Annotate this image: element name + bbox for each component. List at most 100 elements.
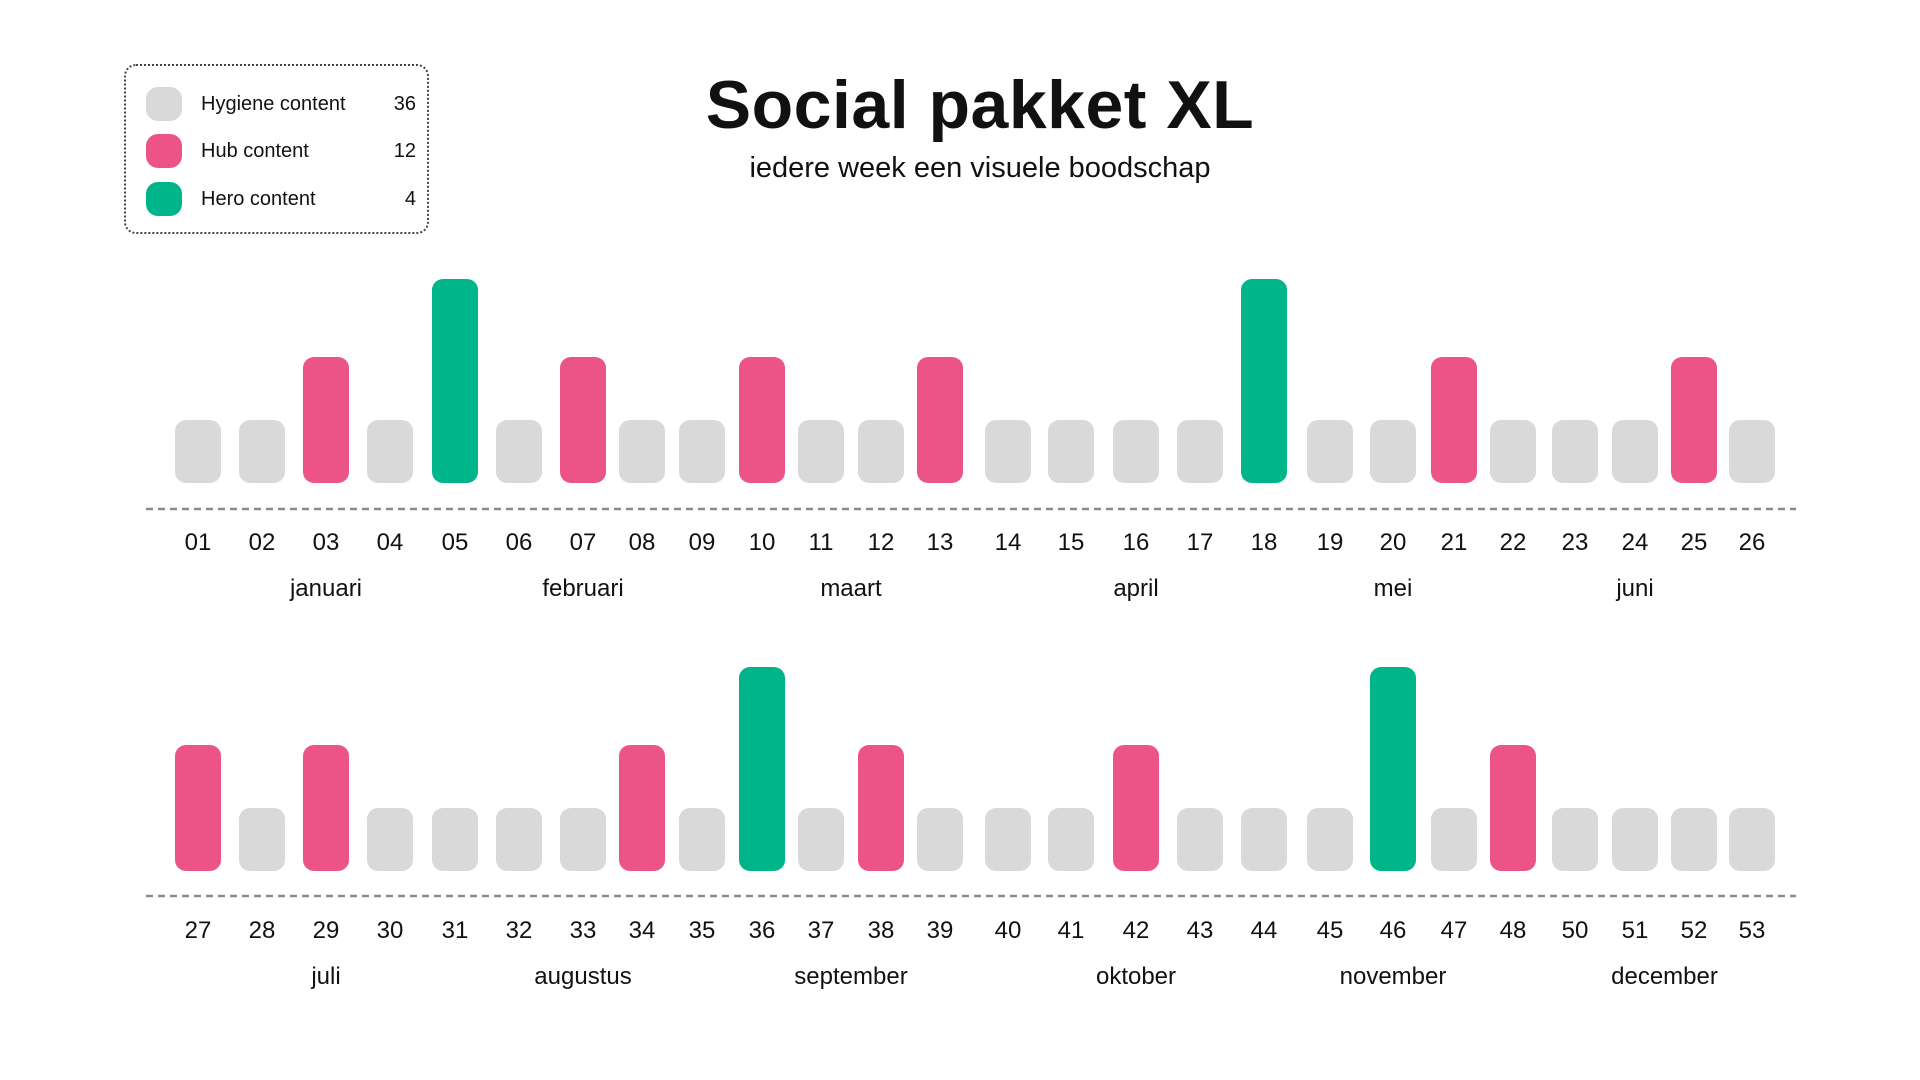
week-tick-label: 32 xyxy=(506,917,533,944)
bar-hygiene xyxy=(1612,808,1658,871)
week-tick-label: 20 xyxy=(1380,529,1407,556)
week-tick-label: 52 xyxy=(1681,917,1708,944)
week-tick-label: 26 xyxy=(1739,529,1766,556)
week-tick-label: 41 xyxy=(1058,917,1085,944)
bar-hygiene xyxy=(1241,808,1287,871)
bar-hygiene xyxy=(1177,808,1223,871)
week-tick-label: 18 xyxy=(1251,529,1278,556)
week-tick-label: 22 xyxy=(1500,529,1527,556)
week-tick-label: 50 xyxy=(1562,917,1589,944)
week-tick-label: 43 xyxy=(1187,917,1214,944)
week-tick-label: 37 xyxy=(808,917,835,944)
month-label: juni xyxy=(1615,575,1653,602)
week-tick-label: 35 xyxy=(689,917,716,944)
bar-hub xyxy=(1671,357,1717,483)
week-tick-label: 38 xyxy=(868,917,895,944)
chart-subtitle: iedere week een visuele boodschap xyxy=(749,152,1211,184)
bar-hygiene xyxy=(496,808,542,871)
week-tick-label: 42 xyxy=(1123,917,1150,944)
bar-hygiene xyxy=(1671,808,1717,871)
bar-hygiene xyxy=(798,808,844,871)
week-tick-label: 40 xyxy=(995,917,1022,944)
week-tick-label: 45 xyxy=(1317,917,1344,944)
bar-hub xyxy=(560,357,606,483)
week-tick-label: 34 xyxy=(629,917,656,944)
legend-swatch-hub xyxy=(146,134,182,168)
week-tick-label: 16 xyxy=(1123,529,1150,556)
week-tick-label: 33 xyxy=(570,917,597,944)
bar-hygiene xyxy=(798,420,844,483)
week-tick-label: 36 xyxy=(749,917,776,944)
bar-hygiene xyxy=(239,808,285,871)
legend-label: Hub content xyxy=(201,139,309,162)
bar-hub xyxy=(175,745,221,871)
bar-hygiene xyxy=(679,808,725,871)
week-tick-label: 39 xyxy=(927,917,954,944)
legend-swatch-hygiene xyxy=(146,87,182,121)
week-tick-label: 14 xyxy=(995,529,1022,556)
bar-hygiene xyxy=(1729,420,1775,483)
bar-hero xyxy=(432,279,478,483)
week-tick-label: 08 xyxy=(629,529,656,556)
month-label: september xyxy=(794,963,907,990)
bar-hygiene xyxy=(239,420,285,483)
week-tick-label: 04 xyxy=(377,529,404,556)
bar-hygiene xyxy=(1729,808,1775,871)
bar-hygiene xyxy=(367,420,413,483)
week-tick-label: 15 xyxy=(1058,529,1085,556)
week-tick-label: 25 xyxy=(1681,529,1708,556)
bar-hygiene xyxy=(367,808,413,871)
month-label: maart xyxy=(820,575,882,602)
week-tick-label: 27 xyxy=(185,917,212,944)
week-tick-label: 01 xyxy=(185,529,212,556)
bar-hygiene xyxy=(1307,808,1353,871)
month-label: mei xyxy=(1374,575,1413,602)
bar-hygiene xyxy=(917,808,963,871)
week-tick-label: 51 xyxy=(1622,917,1649,944)
bar-hygiene xyxy=(1552,808,1598,871)
week-tick-label: 13 xyxy=(927,529,954,556)
week-tick-label: 03 xyxy=(313,529,340,556)
week-tick-label: 46 xyxy=(1380,917,1407,944)
legend-count: 36 xyxy=(393,92,416,115)
bar-hygiene xyxy=(985,808,1031,871)
legend-label: Hero content xyxy=(201,187,316,210)
week-tick-label: 31 xyxy=(442,917,469,944)
bar-hub xyxy=(858,745,904,871)
bar-hub xyxy=(1490,745,1536,871)
bar-hub xyxy=(619,745,665,871)
chart-title: Social pakket XL xyxy=(705,67,1255,143)
week-tick-label: 09 xyxy=(689,529,716,556)
bar-hub xyxy=(917,357,963,483)
bar-hub xyxy=(739,357,785,483)
bar-hygiene xyxy=(858,420,904,483)
week-tick-label: 10 xyxy=(749,529,776,556)
bar-hygiene xyxy=(619,420,665,483)
month-label: juli xyxy=(310,963,340,990)
bar-hygiene xyxy=(1431,808,1477,871)
week-tick-label: 48 xyxy=(1500,917,1527,944)
week-tick-label: 30 xyxy=(377,917,404,944)
week-tick-label: 23 xyxy=(1562,529,1589,556)
month-label: februari xyxy=(542,575,623,602)
bar-hygiene xyxy=(432,808,478,871)
month-label: augustus xyxy=(534,963,631,990)
week-tick-label: 44 xyxy=(1251,917,1278,944)
bar-hygiene xyxy=(1048,420,1094,483)
week-tick-label: 53 xyxy=(1739,917,1766,944)
week-tick-label: 11 xyxy=(809,529,834,556)
legend-swatch-hero xyxy=(146,182,182,216)
legend-count: 4 xyxy=(404,187,416,210)
month-label: april xyxy=(1113,575,1158,602)
week-tick-label: 05 xyxy=(442,529,469,556)
bar-hub xyxy=(303,745,349,871)
bar-hero xyxy=(739,667,785,871)
bar-hero xyxy=(1241,279,1287,483)
week-tick-label: 17 xyxy=(1187,529,1214,556)
bar-hygiene xyxy=(1177,420,1223,483)
bar-hygiene xyxy=(1490,420,1536,483)
bar-hub xyxy=(1113,745,1159,871)
week-tick-label: 29 xyxy=(313,917,340,944)
week-tick-label: 21 xyxy=(1441,529,1468,556)
